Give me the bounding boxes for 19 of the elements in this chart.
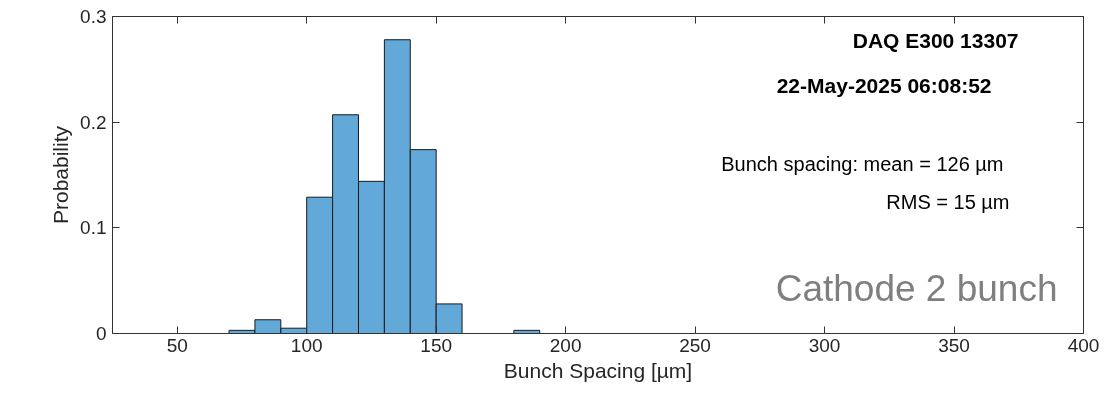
text: DAQ E300 13307 (852, 28, 1019, 52)
y-axis-title: Probability (49, 125, 73, 225)
x-tick-label: 400 (1067, 334, 1100, 356)
annotation: Bunch spacing: mean = 126 µm (721, 152, 1004, 175)
x-tick-label: 250 (679, 334, 711, 356)
x-tick-label: 350 (938, 334, 970, 356)
text: 22-May-2025 06:08:52 (776, 73, 992, 97)
x-axis-title: Bunch Spacing [µm] (503, 358, 693, 382)
y-tick-label: 0.1 (80, 217, 107, 239)
annotation: RMS = 15 µm (886, 190, 1010, 213)
y-tick-label: 0 (95, 323, 107, 344)
annotation: Cathode 2 bunch (775, 267, 1058, 309)
x-tick-label: 150 (420, 334, 453, 356)
x-tick-label: 300 (808, 334, 841, 356)
x-tick-label: 200 (549, 334, 582, 356)
x-tick-label: 100 (290, 334, 323, 356)
y-tick-label: 0.2 (80, 111, 107, 133)
x-tick-label: 50 (166, 334, 188, 356)
y-tick-label: 0.3 (80, 6, 107, 27)
